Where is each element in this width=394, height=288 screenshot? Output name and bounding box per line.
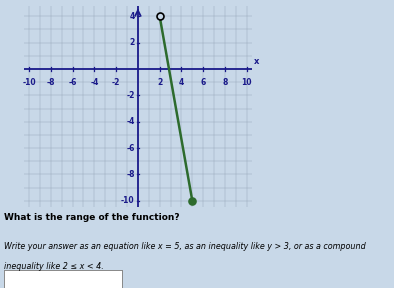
- Text: 4: 4: [179, 77, 184, 87]
- Text: x: x: [255, 57, 260, 67]
- Text: -2: -2: [112, 77, 120, 87]
- Text: What is the range of the function?: What is the range of the function?: [4, 213, 180, 222]
- Text: -8: -8: [126, 170, 135, 179]
- Text: 2: 2: [129, 38, 135, 47]
- Text: -6: -6: [69, 77, 77, 87]
- Text: -10: -10: [121, 196, 135, 205]
- Text: 4: 4: [129, 12, 135, 21]
- Text: inequality like 2 ≤ x < 4.: inequality like 2 ≤ x < 4.: [4, 262, 104, 271]
- Text: -2: -2: [126, 91, 135, 100]
- Text: -8: -8: [46, 77, 55, 87]
- Text: -6: -6: [126, 143, 135, 153]
- Text: 10: 10: [242, 77, 252, 87]
- Text: 6: 6: [201, 77, 206, 87]
- Text: Write your answer as an equation like x = 5, as an inequality like y > 3, or as : Write your answer as an equation like x …: [4, 242, 366, 251]
- Text: 8: 8: [222, 77, 228, 87]
- Text: -4: -4: [90, 77, 98, 87]
- Text: 2: 2: [157, 77, 162, 87]
- Text: -4: -4: [126, 117, 135, 126]
- Text: -10: -10: [22, 77, 36, 87]
